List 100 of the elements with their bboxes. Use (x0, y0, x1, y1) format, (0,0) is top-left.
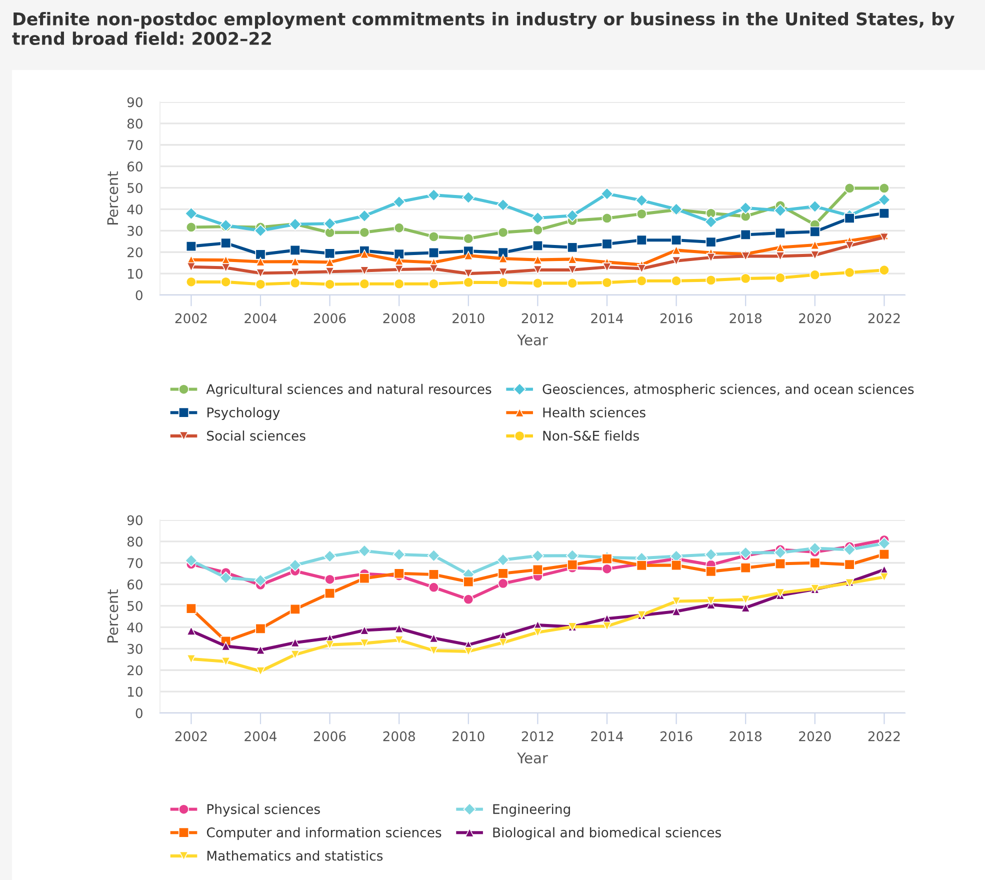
point (496, 554, 510, 566)
legend-label: Non-S&E fields (543, 430, 639, 441)
point (740, 273, 751, 284)
point (394, 222, 404, 234)
legend-label: Physical sciences (207, 804, 320, 817)
x-tick-label: 2022 (868, 731, 900, 742)
point (463, 576, 474, 588)
point (220, 218, 232, 232)
point (498, 268, 508, 277)
point (635, 194, 648, 207)
y-tick-label: 0 (136, 290, 142, 300)
y-tick-label: 60 (127, 162, 142, 172)
point (706, 566, 716, 577)
point (844, 267, 855, 278)
point (671, 560, 682, 571)
point (255, 623, 266, 634)
y-tick-label: 90 (127, 97, 142, 108)
point (358, 544, 371, 558)
point (290, 278, 300, 288)
x-tick-label: 2012 (522, 731, 554, 742)
point (878, 549, 890, 560)
point (672, 596, 681, 606)
point (566, 209, 579, 222)
point (394, 278, 404, 290)
x-tick-label: 2002 (175, 313, 207, 324)
x-axis-title: Year (517, 334, 548, 346)
point (324, 227, 336, 238)
point (672, 606, 681, 616)
x-tick-label: 2002 (175, 731, 207, 742)
point (360, 638, 370, 648)
point (324, 588, 336, 599)
point (602, 277, 612, 288)
chart-title: Definite non-postdoc employment commitments in industry or business in the United States, by trend broad field: 2002–22 (12, 12, 954, 46)
point (254, 224, 267, 237)
point (533, 265, 542, 274)
y-tick-label: 10 (128, 268, 142, 279)
point (323, 550, 336, 563)
point (290, 244, 300, 256)
point (428, 231, 440, 242)
point (704, 548, 718, 561)
point (184, 207, 198, 220)
x-tick-label: 2006 (314, 313, 346, 324)
x-tick-label: 2008 (383, 731, 415, 742)
point (844, 559, 855, 570)
point (810, 240, 820, 250)
point (324, 248, 336, 259)
point (808, 542, 822, 555)
point (360, 249, 370, 259)
y-tick-label: 70 (128, 140, 142, 150)
point (360, 266, 370, 276)
point (464, 268, 473, 278)
x-tick-label: 2004 (244, 731, 277, 742)
y-axis-title: Percent (107, 589, 118, 642)
point (739, 546, 752, 560)
legend-label: Computer and information sciences (206, 827, 442, 840)
point (498, 568, 508, 579)
legend-label: Social sciences (207, 430, 306, 441)
x-tick-label: 2008 (383, 313, 415, 324)
point (324, 278, 336, 290)
x-tick-label: 2014 (591, 313, 624, 324)
point (254, 574, 267, 587)
y-tick-label: 20 (128, 665, 142, 676)
point (498, 254, 508, 264)
point (636, 234, 647, 246)
point (637, 264, 646, 274)
point (360, 626, 370, 635)
y-tick-label: 40 (127, 204, 142, 214)
point (532, 240, 543, 251)
point (739, 202, 752, 214)
point (706, 252, 716, 262)
x-tick-label: 2018 (730, 313, 762, 324)
point (256, 645, 266, 655)
point (256, 666, 266, 676)
point (256, 257, 266, 266)
point (810, 226, 820, 238)
legend-label: Geosciences, atmospheric sciences, and ocean sciences (542, 384, 914, 397)
point (359, 573, 370, 584)
legend-label: Psychology (207, 407, 280, 420)
point (774, 558, 786, 570)
point (255, 278, 266, 290)
point (323, 217, 336, 230)
point (672, 256, 681, 266)
point (600, 187, 614, 200)
point (498, 578, 508, 589)
point (774, 204, 787, 217)
y-axis-title: Percent (107, 171, 118, 224)
point (498, 277, 508, 288)
legend-label: Agricultural sciences and natural resources (206, 384, 492, 397)
point (186, 241, 196, 252)
point (531, 550, 544, 562)
point (359, 278, 370, 290)
point (878, 264, 890, 276)
legend-label: Engineering (493, 804, 570, 817)
point (290, 268, 300, 278)
point (220, 276, 232, 288)
y-tick-label: 50 (128, 601, 142, 611)
point (290, 604, 300, 614)
point (810, 270, 820, 280)
y-tick-label: 90 (127, 515, 142, 526)
point (394, 568, 404, 579)
